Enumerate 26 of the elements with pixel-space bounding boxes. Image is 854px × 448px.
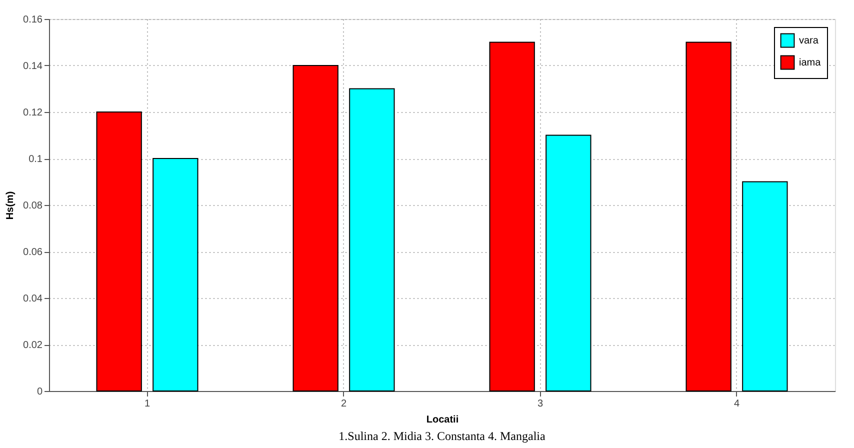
bar [546, 134, 592, 392]
bar [152, 158, 198, 392]
legend-label: vara [799, 36, 819, 46]
y-tick-label: 0 [36, 386, 43, 398]
y-tick-label: 0.06 [23, 247, 43, 258]
y-tick-label: 0.04 [23, 294, 43, 304]
bar [292, 65, 338, 392]
x-tick-label: 1 [144, 398, 150, 410]
x-tick-label: 4 [734, 398, 740, 410]
x-tick-label: 3 [537, 398, 544, 410]
y-tick-label: 0.08 [23, 200, 43, 212]
bar [489, 42, 535, 392]
y-tick-label: 0.1 [28, 154, 43, 165]
y-axis-title: Hs(m) [5, 191, 16, 220]
y-tick-label: 0.12 [23, 108, 43, 118]
y-tick-label: 0.02 [23, 340, 43, 351]
bar [349, 88, 395, 392]
bar [742, 181, 788, 392]
y-tick-label: 0.16 [23, 14, 43, 26]
x-axis-title: Locatii [426, 414, 459, 426]
legend-label: iama [799, 58, 822, 68]
text: 1.Sulina 2. Midia 3. Constanta 4. Mangalia [338, 429, 546, 443]
y-tick-label: 0.14 [23, 61, 43, 72]
x-tick-label: 2 [340, 398, 347, 410]
bar [96, 112, 142, 392]
bar [686, 42, 732, 392]
